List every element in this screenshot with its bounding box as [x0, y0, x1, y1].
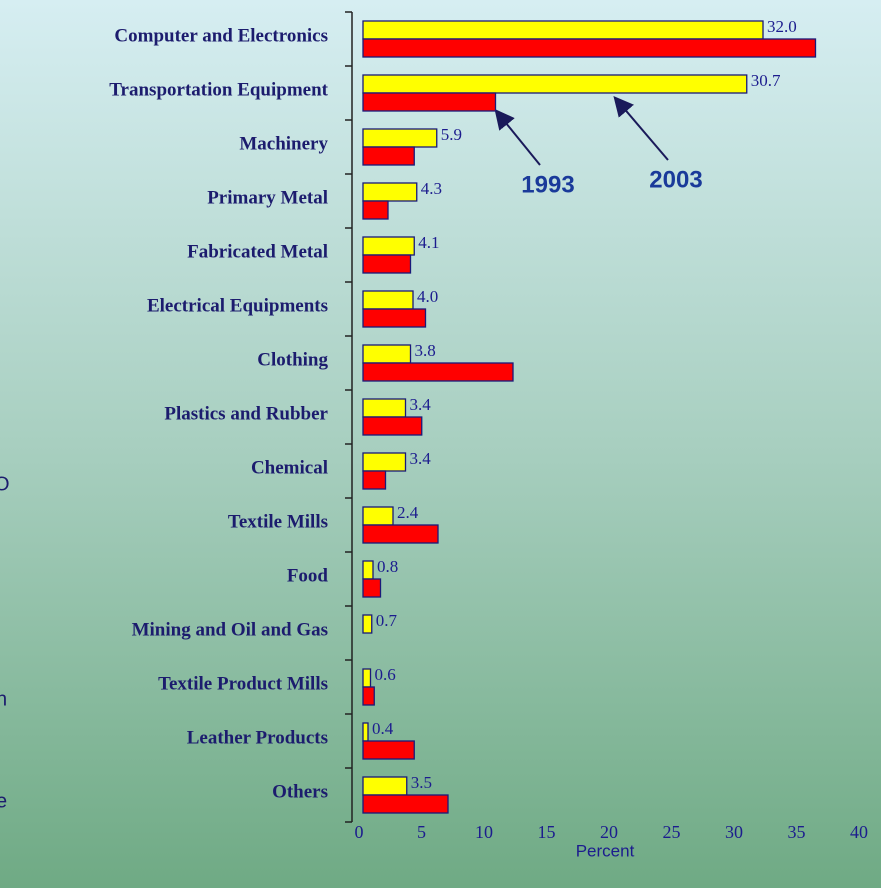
bar: [362, 614, 373, 634]
bar: [362, 146, 415, 166]
x-tick-label: 25: [663, 822, 681, 842]
data-label: 3.4: [410, 449, 432, 468]
y-tick-label: Leather Products: [187, 727, 328, 748]
bar: [362, 470, 387, 490]
bar: [362, 776, 408, 796]
y-tick-label: Food: [287, 565, 329, 586]
data-label: 30.7: [751, 71, 781, 90]
bar: [362, 20, 764, 40]
y-tick-label: Clothing: [257, 349, 328, 370]
side-text: O n e: [0, 473, 10, 812]
bar: [362, 236, 415, 256]
bar: [362, 290, 414, 310]
arrow: [613, 95, 669, 161]
bar: [362, 308, 427, 328]
bar: [362, 506, 394, 526]
data-label: 2.4: [397, 503, 419, 522]
annotation: 2003: [649, 166, 702, 193]
side-text: O: [0, 473, 10, 495]
bar: [362, 794, 449, 814]
bar: [362, 182, 418, 202]
bar: [362, 722, 369, 742]
bar: [362, 560, 374, 580]
bar: [362, 686, 375, 706]
arrow: [494, 108, 541, 166]
annotation: 1993: [521, 171, 574, 198]
y-tick-label: Computer and Electronics: [114, 25, 328, 46]
side-text: n: [0, 688, 7, 710]
y-tick-label: Electrical Equipments: [147, 295, 328, 316]
bar: [362, 200, 389, 220]
bar: [362, 524, 439, 544]
y-tick-label: Machinery: [239, 133, 328, 154]
data-label: 0.7: [376, 611, 398, 630]
side-text: e: [0, 790, 7, 812]
data-label: 5.9: [441, 125, 462, 144]
data-label: 3.4: [410, 395, 432, 414]
data-label: 0.6: [375, 665, 396, 684]
bar: [362, 362, 514, 382]
x-tick-label: 0: [355, 822, 364, 842]
x-tick-label: 5: [417, 822, 426, 842]
bar: [362, 344, 412, 364]
y-tick-label: Transportation Equipment: [109, 79, 328, 100]
bar: [362, 74, 748, 94]
y-tick-label: Chemical: [251, 457, 328, 478]
data-label: 3.8: [415, 341, 436, 360]
bar: [362, 740, 415, 760]
x-tick-label: 20: [600, 822, 618, 842]
y-tick-label: Primary Metal: [207, 187, 328, 208]
data-label: 0.4: [372, 719, 394, 738]
data-label: 32.0: [767, 17, 797, 36]
data-label: 0.8: [377, 557, 398, 576]
x-tick-label: 30: [725, 822, 743, 842]
y-tick-label: Textile Mills: [228, 511, 328, 532]
data-label: 3.5: [411, 773, 432, 792]
y-tick-label: Fabricated Metal: [187, 241, 328, 262]
bar: [362, 92, 497, 112]
x-tick-label: 40: [850, 822, 868, 842]
data-label: 4.3: [421, 179, 442, 198]
x-tick-label: 10: [475, 822, 493, 842]
bar: [362, 254, 412, 274]
x-tick-label: 35: [788, 822, 806, 842]
x-axis-label: Percent: [576, 841, 635, 860]
bar: [362, 668, 372, 688]
bar: [362, 578, 382, 598]
y-tick-label: Plastics and Rubber: [164, 403, 328, 424]
bar: [362, 128, 438, 148]
y-tick-label: Others: [272, 781, 328, 802]
bar: [362, 38, 817, 58]
data-label: 4.0: [417, 287, 438, 306]
x-tick-label: 15: [538, 822, 556, 842]
bar: [362, 452, 407, 472]
y-tick-label: Mining and Oil and Gas: [132, 619, 328, 640]
y-tick-label: Textile Product Mills: [158, 673, 328, 694]
data-label: 4.1: [418, 233, 439, 252]
bar: [362, 398, 407, 418]
bar: [362, 416, 423, 436]
